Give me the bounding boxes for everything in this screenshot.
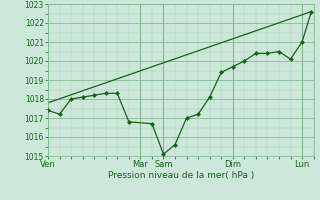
X-axis label: Pression niveau de la mer( hPa ): Pression niveau de la mer( hPa ) bbox=[108, 171, 254, 180]
